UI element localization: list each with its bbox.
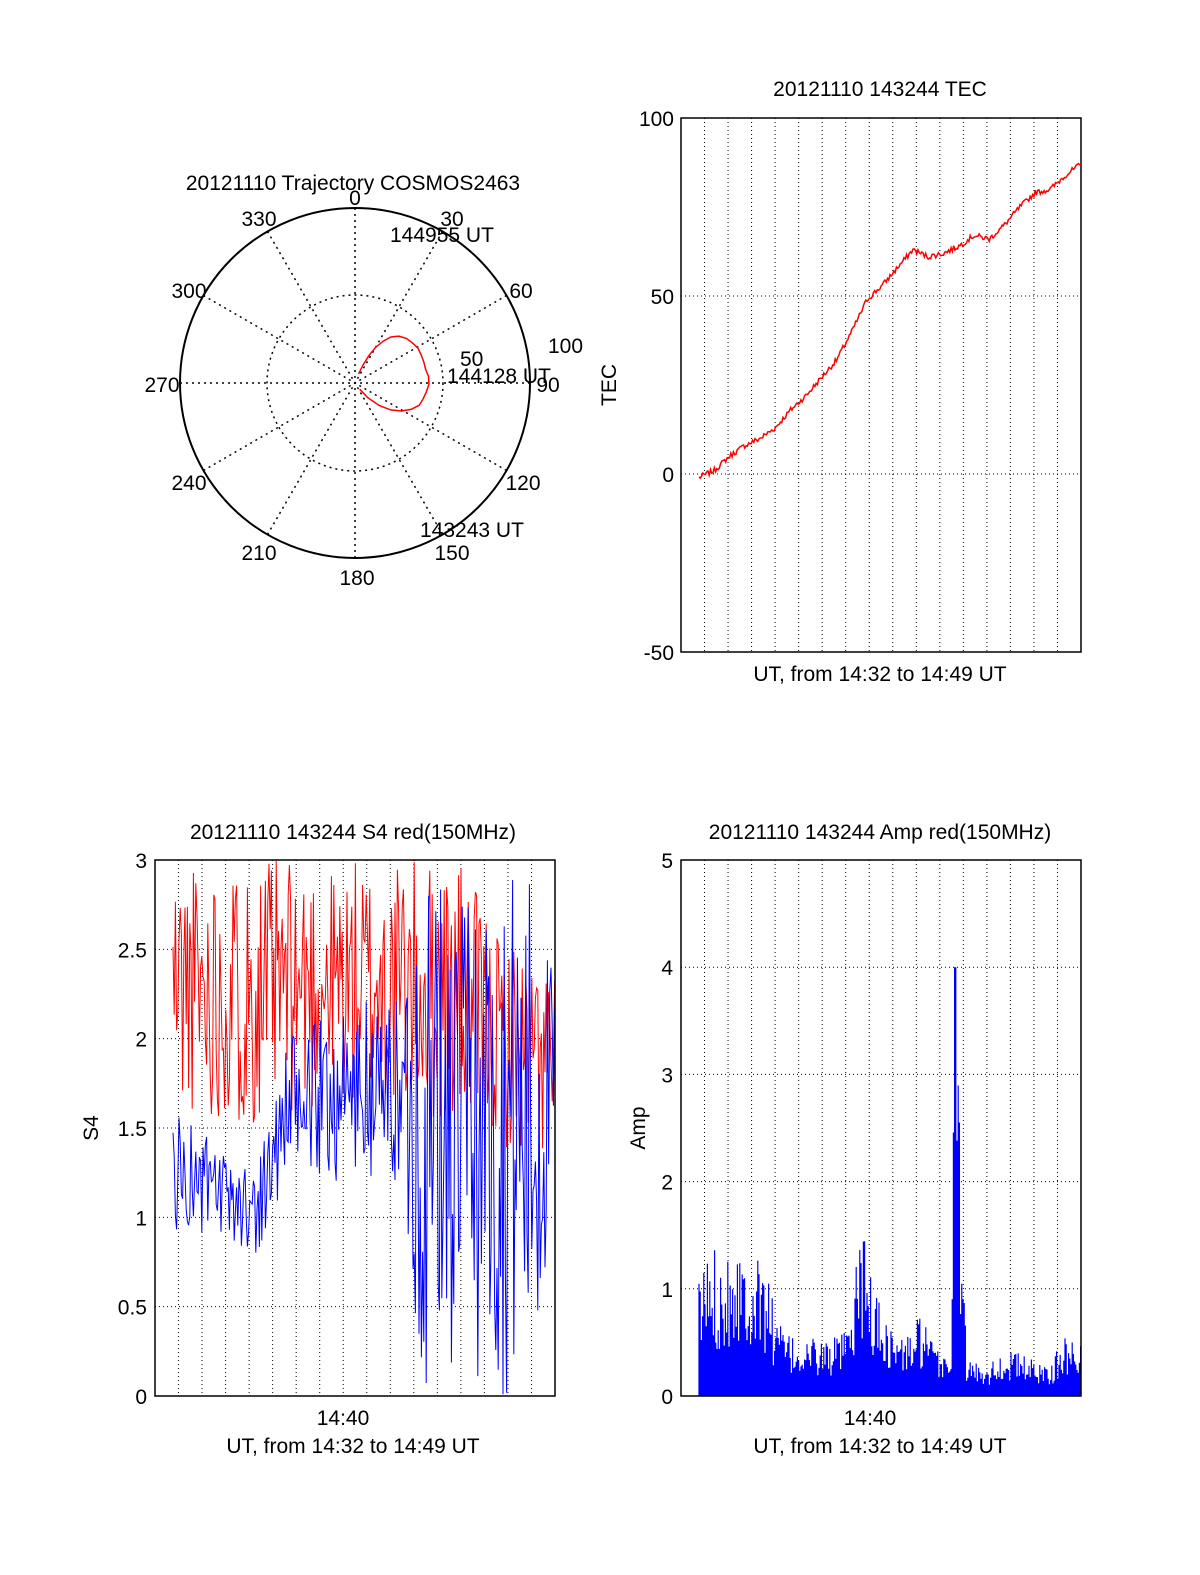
polar-inner-ring <box>266 294 444 472</box>
radius-label-100: 100 <box>548 335 583 358</box>
angle-label-330: 330 <box>241 208 276 231</box>
angle-label-180: 180 <box>339 567 374 590</box>
s4-ytick-2.5: 2.5 <box>118 939 147 962</box>
point-label-start: 143243 UT <box>420 519 524 542</box>
amp-bars-path <box>698 967 1082 1396</box>
angle-label-0: 0 <box>349 187 361 210</box>
angle-label-150: 150 <box>434 542 469 565</box>
s4-chart: 20121110 143244 S4 red(150MHz) 3 2.5 2 1.5 1… <box>80 821 556 1458</box>
s4-ytick-1.5: 1.5 <box>118 1118 147 1141</box>
s4-xtick-1440: 14:40 <box>317 1407 370 1430</box>
amp-ylabel: Amp <box>627 1106 650 1149</box>
amp-frame <box>680 859 1082 1397</box>
s4-ylabel: S4 <box>80 1115 103 1141</box>
s4-ytick-0.5: 0.5 <box>118 1297 147 1320</box>
polar-angle-labels: 0 30 60 90 120 150 180 210 240 270 300 330 <box>144 187 559 590</box>
s4-frame <box>154 859 556 1397</box>
amp-ytick-4: 4 <box>661 957 673 980</box>
tec-ytick-50: 50 <box>651 286 674 309</box>
s4-ytick-1: 1 <box>135 1207 147 1230</box>
s4-title: 20121110 143244 S4 red(150MHz) <box>190 821 516 844</box>
tec-ytick-0: 0 <box>662 464 674 487</box>
angle-label-300: 300 <box>171 280 206 303</box>
amp-title: 20121110 143244 Amp red(150MHz) <box>709 821 1051 844</box>
polar-spokes <box>180 208 530 558</box>
amp-ytick-0: 0 <box>661 1386 673 1409</box>
tec-frame <box>680 117 1082 653</box>
point-label-end: 144955 UT <box>390 224 494 247</box>
tec-ytick-minus50: -50 <box>644 642 674 665</box>
polar-title: 20121110 Trajectory COSMOS2463 <box>186 172 520 195</box>
s4-yticks: 3 2.5 2 1.5 1 0.5 0 <box>118 850 147 1409</box>
amp-xlabel: UT, from 14:32 to 14:49 UT <box>753 1435 1006 1458</box>
trajectory-line <box>357 335 430 412</box>
amp-ytick-3: 3 <box>661 1064 673 1087</box>
angle-label-30: 30 <box>440 208 463 231</box>
amp-ytick-2: 2 <box>661 1172 673 1195</box>
s4-series-path <box>172 879 556 1395</box>
tec-ylabel: TEC <box>598 364 621 406</box>
polar-spoke-150 <box>266 231 444 535</box>
angle-label-120: 120 <box>505 472 540 495</box>
s4-ytick-3: 3 <box>135 850 147 873</box>
angle-label-90: 90 <box>536 374 559 397</box>
amp-chart: 20121110 143244 Amp red(150MHz) 5 4 3 2 1 0 1… <box>627 821 1082 1458</box>
angle-label-210: 210 <box>241 542 276 565</box>
tec-xlabel: UT, from 14:32 to 14:49 UT <box>753 663 1006 686</box>
tec-ytick-100: 100 <box>639 108 674 131</box>
tec-chart: 20121110 143244 TEC 100 50 0 -50 UT, fro… <box>598 78 1082 686</box>
tec-series-line <box>698 162 1082 480</box>
amp-ytick-1: 1 <box>661 1279 673 1302</box>
s4-blue-series <box>172 879 556 1395</box>
s4-ytick-0: 0 <box>135 1386 147 1409</box>
amp-yticks: 5 4 3 2 1 0 <box>661 850 673 1409</box>
s4-xlabel: UT, from 14:32 to 14:49 UT <box>226 1435 479 1458</box>
amp-xtick-1440: 14:40 <box>844 1407 897 1430</box>
s4-red-series <box>172 860 556 1149</box>
s4-series-path <box>172 860 556 1149</box>
amp-grid <box>681 860 1081 1396</box>
angle-label-240: 240 <box>171 472 206 495</box>
polar-trajectory-chart: 20121110 Trajectory COSMOS2463 0 30 60 90 12… <box>144 172 583 590</box>
tec-grid <box>681 118 1081 652</box>
angle-label-60: 60 <box>509 280 532 303</box>
radius-label-50: 50 <box>460 348 483 371</box>
tec-title: 20121110 143244 TEC <box>773 78 987 101</box>
amp-series <box>698 967 1082 1396</box>
angle-label-270: 270 <box>144 374 179 397</box>
point-label-mid: 144128 UT <box>447 365 551 388</box>
amp-ytick-5: 5 <box>661 850 673 873</box>
s4-ytick-2: 2 <box>135 1029 147 1052</box>
